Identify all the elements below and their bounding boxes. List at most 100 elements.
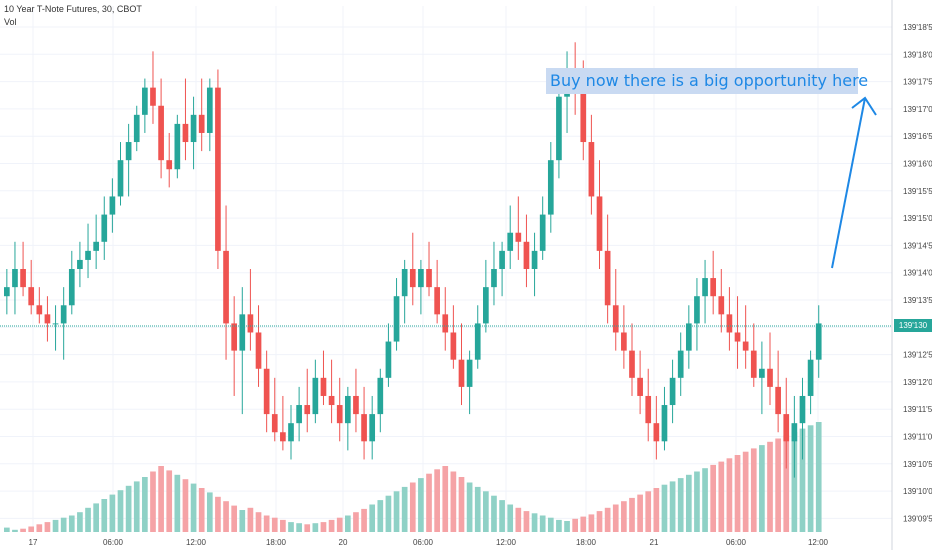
annotation-callout[interactable]: Buy now there is a big opportunity here (546, 68, 868, 94)
candle-body (726, 314, 733, 333)
candle-body (215, 87, 221, 251)
y-tick-label: 139'10'5 (903, 460, 932, 469)
volume-bar (531, 513, 538, 532)
candle-body (499, 250, 505, 269)
candle-body (596, 196, 603, 251)
volume-bar (117, 490, 124, 532)
volume-bar (426, 473, 432, 532)
volume-bar (588, 514, 595, 532)
candle-body (263, 368, 270, 415)
volume-bar (523, 511, 530, 532)
x-tick-label: 06:00 (413, 538, 434, 547)
volume-bar (637, 494, 643, 532)
x-tick-label: 17 (29, 538, 38, 547)
volume-bar (239, 510, 246, 532)
candle-body (759, 368, 765, 378)
volume-bar (36, 524, 43, 532)
candle-body (336, 405, 343, 424)
y-tick-label: 139'18'5 (903, 23, 932, 32)
volume-bar (12, 529, 18, 532)
y-tick-label: 139'14'0 (903, 269, 932, 278)
volume-bar (596, 511, 603, 532)
volume-bar (474, 486, 481, 532)
y-tick-label: 139'15'5 (903, 187, 932, 196)
last-price-badge: 139'130 (894, 319, 932, 332)
candle-body (653, 423, 660, 442)
x-tick-label: 18:00 (576, 538, 597, 547)
candle-body (515, 232, 522, 242)
candle-body (288, 423, 294, 442)
volume-bar (710, 464, 717, 532)
candle-body (694, 296, 700, 324)
candle-body (677, 350, 684, 378)
volume-bar (182, 479, 189, 532)
candle-body (320, 377, 327, 396)
candle-body (12, 269, 18, 288)
candle-body (815, 323, 822, 360)
candle-body (280, 432, 286, 442)
volume-bar (361, 508, 367, 532)
candle-body (166, 160, 173, 170)
volume-bar (621, 501, 627, 532)
volume-bar (304, 524, 311, 532)
volume-bar (271, 517, 278, 532)
y-tick-label: 139'11'5 (903, 405, 932, 414)
candle-body (142, 87, 148, 115)
candle-body (507, 232, 514, 251)
volume-bar (564, 521, 570, 532)
volume-bar (767, 441, 773, 532)
candle-body (60, 305, 67, 324)
candle-body (718, 296, 725, 315)
volume-bar (685, 474, 692, 532)
candle-body (28, 287, 35, 306)
volume-bar (539, 515, 546, 532)
volume-label: Vol (4, 17, 17, 27)
y-tick-label: 139'12'0 (903, 378, 932, 387)
candle-body (296, 405, 302, 424)
candle-body (353, 395, 359, 415)
candle-body (304, 405, 311, 415)
volume-bar (815, 422, 822, 532)
candle-body (783, 414, 790, 442)
y-tick-label: 139'15'0 (903, 214, 932, 223)
candle-body (190, 114, 197, 143)
y-tick-label: 139'13'5 (903, 296, 932, 305)
volume-bar (612, 504, 619, 532)
candle-body (4, 287, 10, 297)
candle-body (271, 414, 278, 433)
volume-bar (353, 512, 359, 532)
volume-bar (807, 425, 814, 532)
candle-body (85, 250, 91, 260)
volume-bar (344, 515, 351, 532)
volume-bar (255, 512, 262, 532)
volume-bar (231, 505, 238, 532)
volume-bar (101, 499, 108, 532)
y-tick-label: 139'11'0 (903, 433, 932, 442)
y-tick-label: 139'16'5 (903, 132, 932, 141)
volume-bar (385, 495, 392, 532)
volume-bar (702, 468, 708, 532)
volume-bar (52, 519, 59, 532)
volume-bar (263, 515, 270, 532)
candle-body (442, 314, 449, 333)
volume-bar (312, 523, 319, 532)
candle-body (702, 278, 708, 297)
volume-bar (296, 523, 302, 532)
volume-bar (206, 492, 213, 532)
candle-body (523, 241, 530, 269)
volume-bar (369, 504, 376, 532)
y-tick-label: 139'09'5 (903, 514, 932, 523)
candle-body (361, 414, 367, 442)
y-tick-label: 139'12'5 (903, 351, 932, 360)
candle-body (629, 350, 635, 378)
candle-body (328, 395, 335, 406)
volume-bar (401, 486, 408, 532)
candle-body (377, 377, 384, 415)
volume-bar (20, 528, 26, 532)
volume-bar (336, 517, 343, 532)
candle-body (791, 423, 798, 442)
candle-body (474, 323, 481, 360)
candle-body (742, 341, 749, 351)
volume-bar (93, 503, 99, 532)
volume-bar (77, 512, 83, 532)
